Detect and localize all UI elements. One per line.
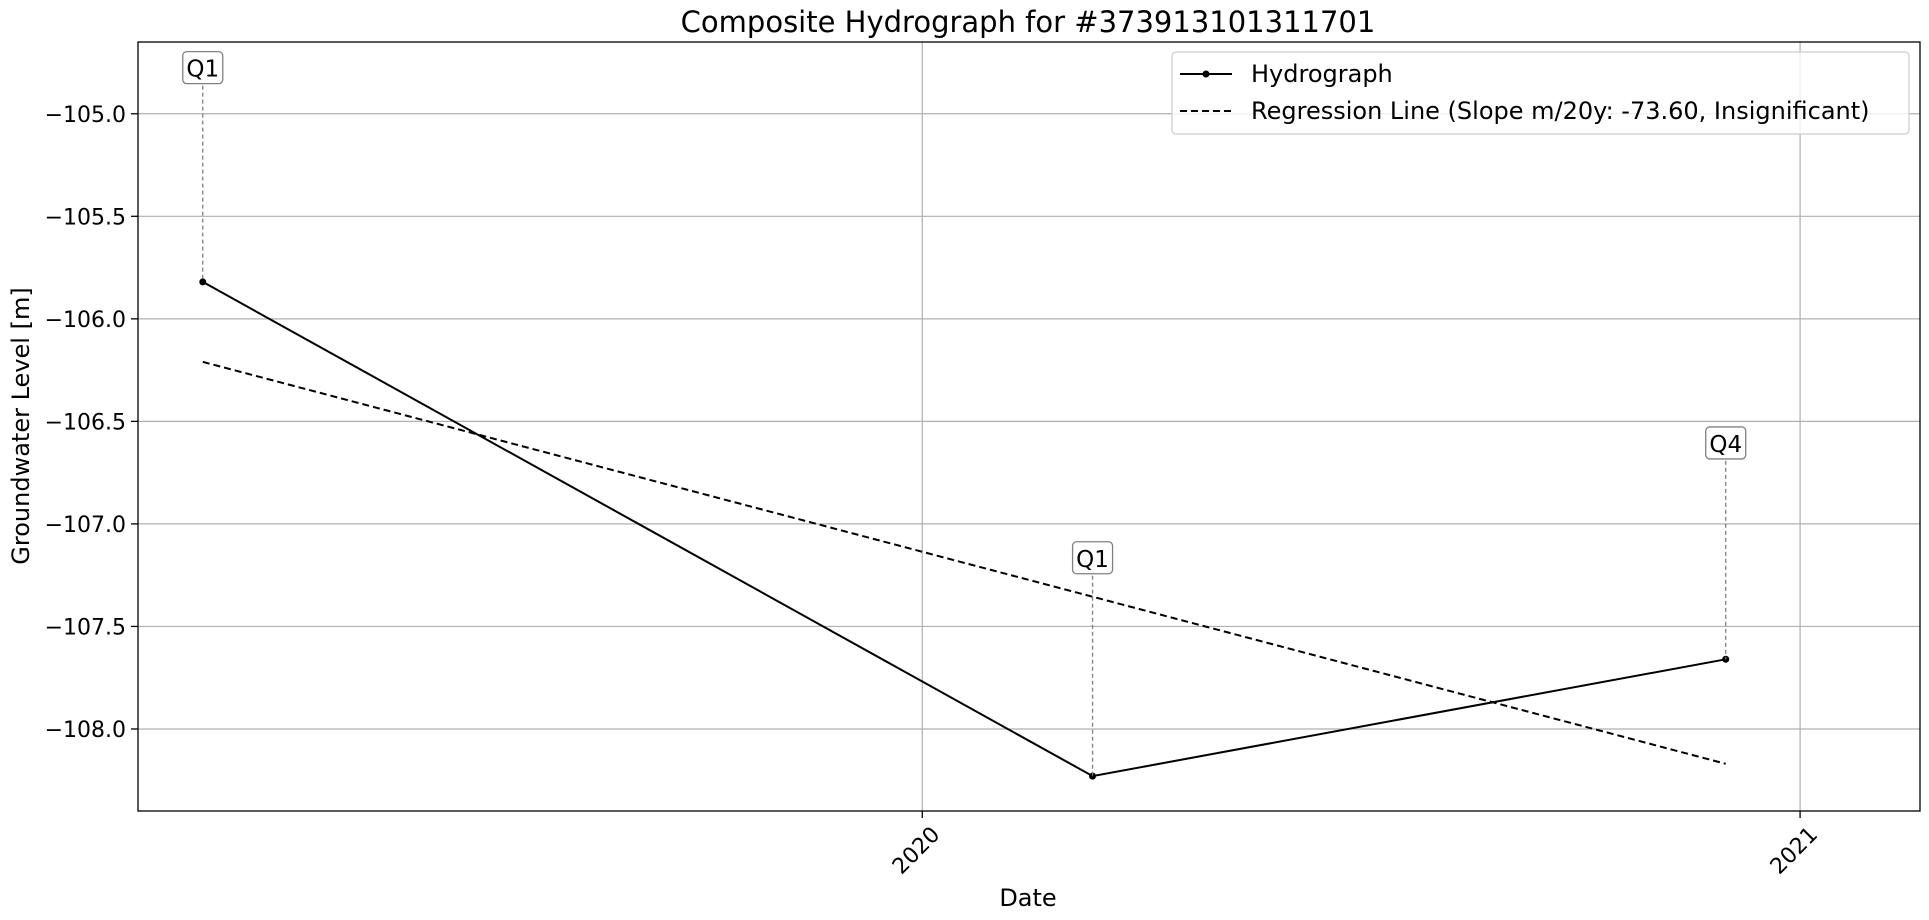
- y-tick-label: −105.5: [45, 205, 126, 230]
- annotation-label: Q4: [1709, 432, 1742, 458]
- annotation-label-box: [1705, 426, 1747, 460]
- legend-box: [1171, 51, 1910, 135]
- legend-hydrograph-label: Hydrograph: [1251, 60, 1393, 88]
- annotation-layer: Q1 Q1 Q4: [182, 51, 1747, 777]
- y-axis: −105.0 −105.5 −106.0 −106.5 −107.0 −107.5 −108…: [45, 103, 138, 743]
- y-tick-label: −108.0: [45, 718, 126, 743]
- y-axis-label: Groundwater Level [m]: [7, 287, 35, 564]
- grid-layer: [138, 42, 1920, 811]
- plot-area-frame: [137, 41, 1921, 812]
- x-axis-label: Date: [999, 884, 1056, 912]
- annotation-label-box: [1071, 541, 1114, 575]
- legend-hydrograph-marker: [1202, 70, 1210, 78]
- chart-title: Composite Hydrograph for #37391310131170…: [681, 5, 1376, 39]
- y-tick-label: −107.0: [45, 513, 126, 538]
- regression-line: [202, 360, 1726, 765]
- legend-regression-label: Regression Line (Slope m/20y: -73.60, In…: [1251, 97, 1870, 125]
- series-layer: [199, 278, 1730, 780]
- x-axis: 2020 2021: [888, 811, 1823, 880]
- x-tick-label: 2021: [1766, 822, 1823, 879]
- x-tick-label: 2020: [888, 822, 945, 879]
- annotation-label: Q1: [186, 57, 219, 83]
- legend: Hydrograph Regression Line (Slope m/20y:…: [1171, 51, 1910, 135]
- annotation-label: Q1: [1076, 547, 1109, 573]
- annotation-label-box: [182, 51, 224, 85]
- hydrograph-line: [202, 281, 1726, 778]
- y-tick-label: −107.5: [45, 615, 126, 640]
- hydrograph-point: [1089, 772, 1097, 780]
- y-tick-label: −106.0: [45, 308, 126, 333]
- y-tick-label: −105.0: [45, 103, 126, 128]
- y-tick-label: −106.5: [45, 410, 126, 435]
